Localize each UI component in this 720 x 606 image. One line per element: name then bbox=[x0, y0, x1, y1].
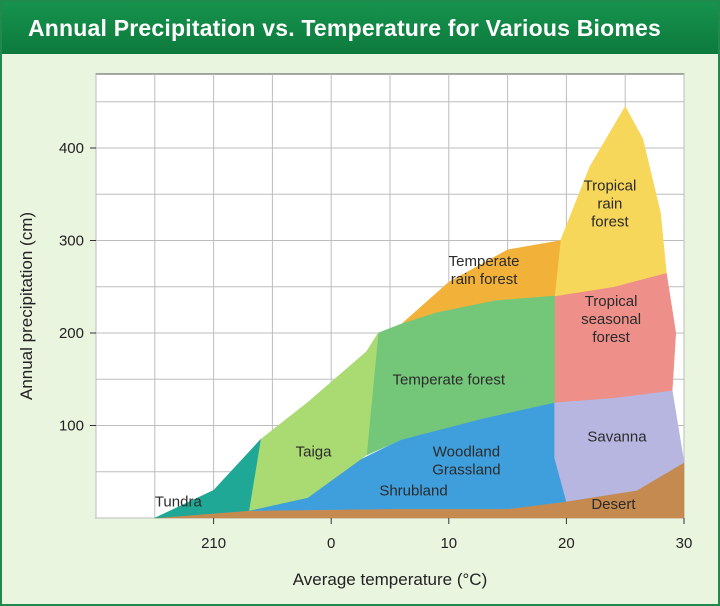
label-tropical-rain-forest: Tropical bbox=[584, 178, 637, 195]
label-woodland-grassland: Woodland bbox=[433, 444, 500, 461]
region-temperate-forest bbox=[366, 295, 555, 456]
label-desert: Desert bbox=[591, 496, 636, 513]
label-temperate-rain-forest: Temperate bbox=[449, 253, 520, 270]
label-taiga: Taiga bbox=[296, 443, 333, 460]
label-shrubland: Shrubland bbox=[379, 482, 447, 499]
label-tropical-seasonal-forest: forest bbox=[592, 329, 630, 346]
x-axis-label: Average temperature (°C) bbox=[293, 570, 488, 589]
label-tropical-rain-forest: forest bbox=[591, 214, 629, 231]
label-savanna: Savanna bbox=[587, 429, 647, 446]
label-temperate-forest: Temperate forest bbox=[393, 371, 506, 388]
y-axis-label: Annual precipitation (cm) bbox=[17, 212, 36, 400]
y-tick-label: 200 bbox=[59, 325, 84, 342]
label-tundra: Tundra bbox=[155, 493, 203, 510]
label-tropical-rain-forest: rain bbox=[597, 196, 622, 213]
x-tick-label: 210 bbox=[201, 535, 226, 552]
x-tick-label: 30 bbox=[676, 535, 693, 552]
x-tick-labels: 210 0 10 20 30 bbox=[201, 518, 692, 552]
label-tropical-seasonal-forest: Tropical bbox=[585, 293, 638, 310]
x-tick-label: 20 bbox=[558, 535, 575, 552]
x-tick-label: 10 bbox=[440, 535, 457, 552]
label-woodland-grassland: Grassland bbox=[432, 462, 500, 479]
label-temperate-rain-forest: rain forest bbox=[451, 271, 519, 288]
y-tick-label: 400 bbox=[59, 140, 84, 157]
region-taiga bbox=[248, 332, 379, 511]
chart-title: Annual Precipitation vs. Temperature for… bbox=[2, 2, 718, 54]
region-tundra bbox=[154, 438, 261, 519]
y-tick-label: 300 bbox=[59, 233, 84, 250]
biome-regions bbox=[154, 105, 685, 519]
y-tick-labels: 100 200 300 400 bbox=[59, 140, 96, 435]
x-tick-label: 0 bbox=[327, 535, 335, 552]
label-tropical-seasonal-forest: seasonal bbox=[581, 311, 641, 328]
y-tick-label: 100 bbox=[59, 418, 84, 435]
region-tropical-rain-forest bbox=[554, 105, 667, 297]
